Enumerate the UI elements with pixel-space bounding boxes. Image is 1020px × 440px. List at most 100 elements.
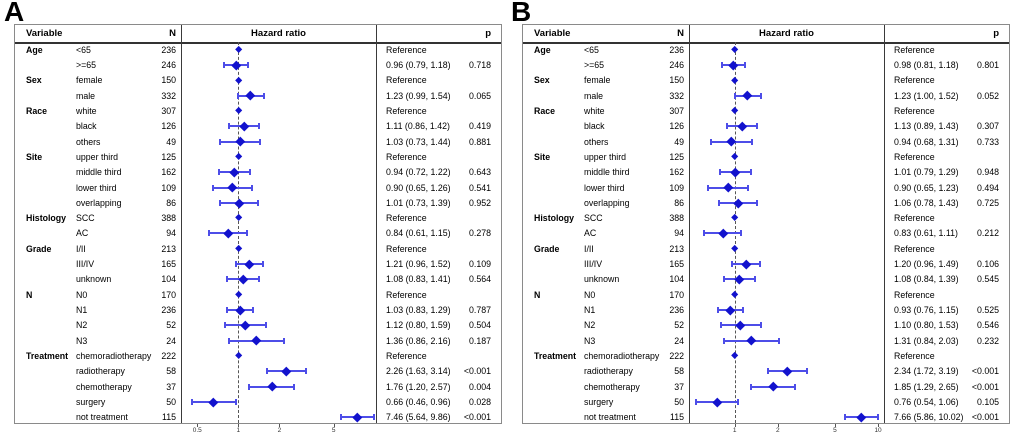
ci-cap-left — [218, 199, 221, 206]
estimate-text: 2.26 (1.63, 3.14) — [386, 366, 451, 377]
n-value: 162 — [161, 167, 176, 178]
forest-row: N N0 170 Reference — [15, 287, 501, 302]
n-value: 213 — [669, 243, 684, 254]
forest-row: >=65 246 0.96 (0.79, 1.18) 0.718 — [15, 57, 501, 72]
n-value: 94 — [674, 228, 684, 239]
n-value: 50 — [166, 397, 176, 408]
estimate-text: Reference — [894, 243, 935, 254]
ci-cap-left — [843, 414, 846, 421]
n-value: 162 — [669, 167, 684, 178]
ci-cap-right — [256, 199, 259, 206]
estimate-text: 1.85 (1.29, 2.65) — [894, 381, 959, 392]
level-label: middle third — [584, 167, 630, 178]
n-value: 49 — [166, 136, 176, 147]
level-label: female — [76, 75, 103, 86]
estimate-diamond — [209, 397, 219, 407]
p-value: 0.564 — [468, 274, 491, 285]
ci-cap-left — [719, 322, 722, 329]
p-value: 0.065 — [468, 90, 491, 101]
ci-cap-right — [750, 138, 753, 145]
n-value: 332 — [161, 90, 176, 101]
column-divider — [884, 25, 885, 423]
level-label: N1 — [584, 305, 596, 316]
level-label: I/II — [76, 243, 86, 254]
level-label: female — [584, 75, 611, 86]
level-label: surgery — [76, 397, 106, 408]
ci-cap-right — [877, 414, 880, 421]
forest-row: N3 24 1.36 (0.86, 2.16) 0.187 — [15, 333, 501, 348]
level-label: <65 — [584, 44, 599, 55]
level-label: radiotherapy — [76, 366, 125, 377]
ci-cap-left — [709, 138, 712, 145]
estimate-diamond — [741, 259, 751, 269]
n-value: 165 — [669, 259, 684, 270]
estimate-text: 1.10 (0.80, 1.53) — [894, 320, 959, 331]
panel-b-label: B — [511, 0, 532, 27]
group-label: Histology — [534, 213, 575, 224]
estimate-text: 2.34 (1.72, 3.19) — [894, 366, 959, 377]
forest-row: Histology SCC 388 Reference — [523, 211, 1009, 226]
p-value: 0.787 — [468, 305, 491, 316]
n-value: 236 — [669, 44, 684, 55]
n-value: 104 — [669, 274, 684, 285]
n-value: 126 — [669, 121, 684, 132]
group-label: Site — [26, 151, 43, 162]
ci-cap-right — [305, 368, 308, 375]
level-label: chemoradiotherapy — [76, 351, 152, 362]
ci-cap-left — [767, 368, 770, 375]
column-header-n: N — [677, 28, 684, 39]
ci-cap-right — [755, 199, 758, 206]
forest-row: Site upper third 125 Reference — [523, 149, 1009, 164]
p-value: 0.545 — [976, 274, 999, 285]
n-value: 388 — [669, 213, 684, 224]
reference-diamond — [234, 76, 243, 85]
level-label: AC — [584, 228, 597, 239]
ci-cap-right — [234, 399, 237, 406]
n-value: 86 — [166, 197, 176, 208]
forest-row: N N0 170 Reference — [523, 287, 1009, 302]
forest-row: N2 52 1.10 (0.80, 1.53) 0.546 — [523, 318, 1009, 333]
ci-cap-right — [372, 414, 375, 421]
estimate-diamond — [718, 228, 728, 239]
estimate-text: 1.11 (0.86, 1.42) — [386, 121, 450, 132]
axis-tick-label: 5 — [833, 427, 837, 434]
n-value: 307 — [161, 105, 176, 116]
estimate-diamond — [235, 136, 245, 147]
axis-tick — [834, 424, 836, 427]
estimate-diamond — [856, 412, 867, 422]
level-label: upper third — [584, 151, 627, 162]
p-value: 0.109 — [468, 259, 491, 270]
forest-row: Treatment chemoradiotherapy 222 Reference — [15, 348, 501, 363]
estimate-diamond — [768, 382, 778, 392]
p-value: 0.004 — [468, 381, 491, 392]
group-label: Race — [534, 105, 556, 116]
ci-cap-right — [805, 368, 808, 375]
p-value: 0.105 — [976, 397, 999, 408]
axis-tick-label: 1 — [236, 427, 241, 434]
ci-cap-left — [722, 337, 725, 344]
ci-cap-right — [755, 123, 758, 130]
n-value: 115 — [161, 412, 176, 423]
estimate-diamond — [251, 336, 262, 346]
level-label: white — [584, 105, 605, 116]
estimate-text: 7.46 (5.64, 9.86) — [386, 412, 451, 423]
level-label: lower third — [584, 182, 625, 193]
group-label: Race — [26, 105, 48, 116]
estimate-diamond — [728, 60, 739, 70]
level-label: N3 — [76, 335, 88, 346]
forest-row: N2 52 1.12 (0.80, 1.59) 0.504 — [15, 318, 501, 333]
axis-tick — [734, 424, 736, 427]
estimate-diamond — [227, 182, 237, 193]
ci-cap-left — [702, 230, 705, 237]
reference-diamond — [234, 244, 243, 253]
reference-diamond — [730, 290, 739, 299]
reference-diamond — [730, 107, 739, 115]
ci-cap-left — [722, 276, 725, 283]
p-value: 0.881 — [468, 136, 491, 147]
n-value: 165 — [161, 259, 176, 270]
estimate-text: 0.66 (0.46, 0.96) — [386, 397, 451, 408]
ci-cap-left — [191, 399, 194, 406]
level-label: black — [76, 121, 97, 132]
p-value: 0.028 — [468, 397, 491, 408]
